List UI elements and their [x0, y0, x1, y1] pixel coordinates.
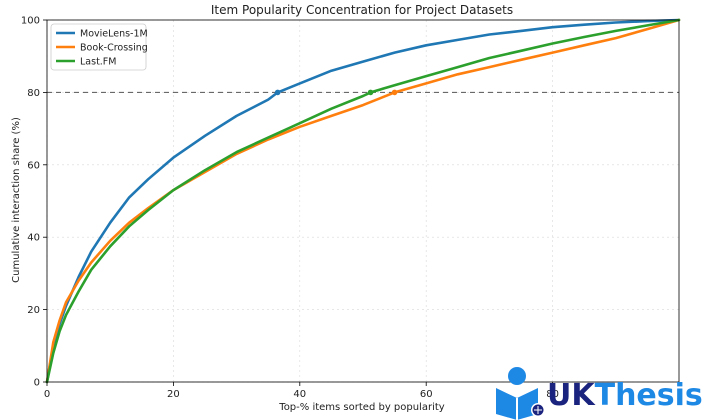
chart-title: Item Popularity Concentration for Projec… — [211, 3, 513, 17]
reader-icon — [496, 367, 545, 420]
series-group — [45, 18, 681, 384]
x-tick-label: 20 — [167, 389, 180, 400]
series-line-1 — [45, 18, 681, 384]
brand-wordmark: UKThesis — [547, 378, 703, 413]
y-tick-label: 0 — [34, 378, 40, 389]
y-tick-label: 80 — [27, 88, 40, 99]
plot-frame — [46, 19, 680, 383]
series-marker-80-0 — [274, 89, 281, 96]
y-tick-label: 60 — [27, 160, 40, 171]
series-marker-80-2 — [367, 89, 374, 96]
legend: MovieLens-1M Book-Crossing Last.FM — [50, 23, 148, 71]
tick-group: 0 20 40 60 80 0 20 40 60 80 100 — [21, 16, 559, 401]
x-tick-label: 60 — [420, 389, 433, 400]
uk-thesis-watermark: UKThesis — [496, 367, 703, 420]
x-tick-label: 0 — [44, 389, 50, 400]
x-axis-title: Top-% items sorted by popularity — [278, 402, 444, 413]
legend-label: MovieLens-1M — [80, 29, 148, 40]
y-tick-label: 100 — [21, 16, 40, 27]
y-tick-label: 20 — [27, 305, 40, 316]
legend-label: Last.FM — [80, 57, 116, 68]
series-marker-80-1 — [391, 89, 398, 96]
legend-box — [50, 23, 147, 71]
y-tick-label: 40 — [27, 233, 40, 244]
y-axis-title: Cumulative interaction share (%) — [11, 117, 22, 283]
x-tick-label: 80 — [546, 389, 559, 400]
series-line-2 — [45, 18, 681, 384]
legend-label: Book-Crossing — [80, 43, 148, 54]
x-tick-label: 40 — [293, 389, 306, 400]
